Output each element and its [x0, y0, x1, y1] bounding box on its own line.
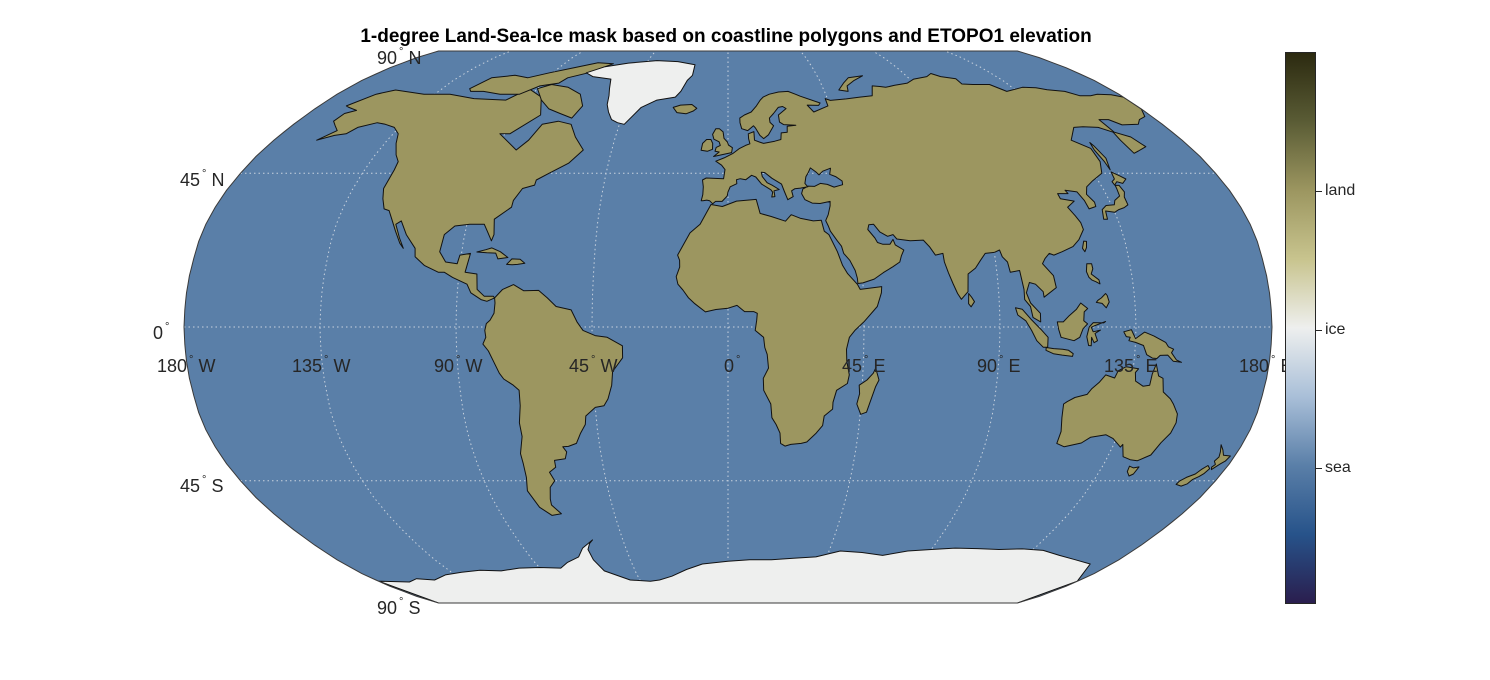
lon-label-135w: 135 ° W: [292, 354, 351, 376]
landmass-iceland: [672, 104, 698, 115]
colorbar-label-sea: sea: [1325, 459, 1351, 476]
lon-label-0: 0 °: [724, 354, 741, 376]
landmass-luzon: [1085, 263, 1101, 285]
lon-label-90w: 90 ° W: [434, 354, 483, 376]
meridian-line: [800, 51, 865, 603]
landmass-ireland: [700, 139, 714, 152]
landmass-sumatra: [1015, 307, 1049, 348]
lon-label-135e: 135 ° E: [1104, 354, 1158, 376]
map-frame: [183, 50, 1273, 604]
landmass-great-britain: [712, 128, 733, 157]
landmass-sri-lanka: [968, 293, 975, 308]
lat-label-45n: 45 ° N: [180, 168, 225, 190]
colorbar-label-ice: ice: [1325, 321, 1346, 338]
lon-label-90e: 90 ° E: [977, 354, 1021, 376]
colorbar-tick-land: [1316, 191, 1322, 192]
lat-label-90s: 90 ° S: [377, 596, 421, 618]
lon-label-45e: 45 ° E: [842, 354, 886, 376]
landmass-borneo: [1056, 302, 1089, 342]
map-title: 1-degree Land-Sea-Ice mask based on coas…: [360, 26, 1092, 47]
colorbar: [1285, 52, 1316, 604]
lon-label-180w: 180 ° W: [157, 354, 216, 376]
colorbar-label-land: land: [1325, 182, 1356, 199]
land-polygons: [316, 60, 1231, 603]
landmass-taiwan: [1082, 240, 1087, 253]
lon-label-45w: 45 ° W: [569, 354, 618, 376]
landmass-sakhalin: [1089, 142, 1111, 171]
meridian-line: [591, 51, 656, 603]
colorbar-tick-ice: [1316, 330, 1322, 331]
landmass-mindanao: [1095, 293, 1110, 309]
lat-label-45s: 45 ° S: [180, 474, 224, 496]
landmass-eurasia: [700, 73, 1147, 323]
landmass-tasmania: [1126, 465, 1140, 477]
landmass-baffin-island: [537, 84, 584, 119]
landmass-novaya-zemlya: [838, 75, 863, 92]
colorbar-tick-sea: [1316, 468, 1322, 469]
landmass-new-guinea: [1123, 329, 1182, 363]
landmass-north-america: [316, 88, 584, 302]
landmass-australia: [1056, 363, 1178, 462]
meridian-line: [872, 51, 1001, 603]
landmass-java: [1045, 347, 1074, 357]
landmass-cuba: [476, 247, 509, 260]
landmass-new-zealand-north: [1210, 444, 1231, 471]
meridian-line: [455, 51, 584, 603]
landmass-greenland: [585, 60, 696, 125]
landmass-africa: [675, 198, 883, 447]
landmass-hispaniola: [506, 258, 526, 266]
landmass-japan: [1101, 184, 1129, 220]
landmass-antarctica: [378, 539, 1091, 603]
landmass-hokkaido: [1110, 171, 1127, 186]
lat-label-0: 0 °: [153, 321, 170, 343]
landmass-madagascar: [856, 367, 880, 415]
lat-label-90n: 90 ° N: [377, 46, 422, 68]
landmass-south-america: [482, 284, 624, 516]
landmass-new-zealand-south: [1175, 465, 1211, 487]
landmass-sulawesi: [1086, 321, 1107, 347]
